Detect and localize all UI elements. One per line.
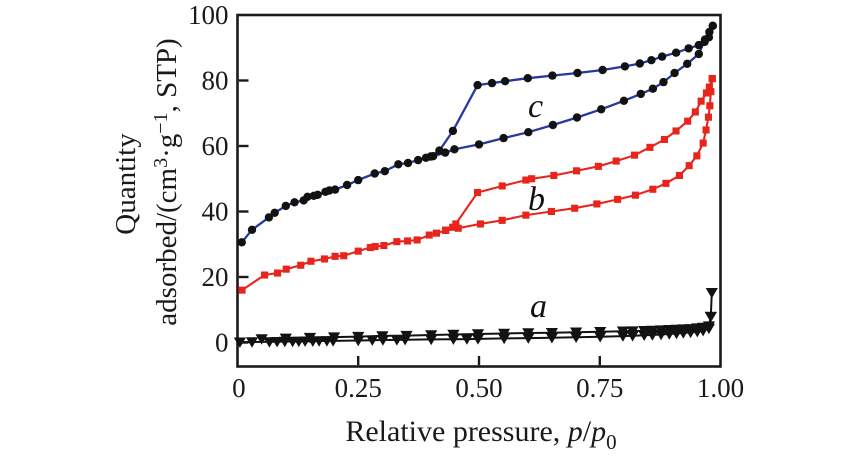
svg-text:c: c	[528, 88, 543, 125]
svg-text:0.50: 0.50	[455, 373, 502, 403]
svg-text:Quantity: Quantity	[110, 133, 142, 235]
svg-text:1.00: 1.00	[697, 373, 744, 403]
svg-text:80: 80	[202, 66, 229, 96]
svg-text:adsorbed/(cm3·g−1, STP): adsorbed/(cm3·g−1, STP)	[150, 38, 183, 325]
svg-text:100: 100	[188, 0, 229, 30]
svg-text:0.75: 0.75	[576, 373, 623, 403]
svg-text:0.25: 0.25	[335, 373, 382, 403]
svg-text:Relative pressure, p/p0: Relative pressure, p/p0	[345, 415, 616, 454]
svg-text:0: 0	[232, 373, 246, 403]
svg-text:b: b	[528, 181, 545, 218]
svg-text:20: 20	[202, 262, 229, 292]
svg-text:a: a	[530, 288, 547, 325]
svg-text:0: 0	[215, 328, 229, 358]
svg-text:40: 40	[202, 197, 229, 227]
svg-text:60: 60	[202, 131, 229, 161]
